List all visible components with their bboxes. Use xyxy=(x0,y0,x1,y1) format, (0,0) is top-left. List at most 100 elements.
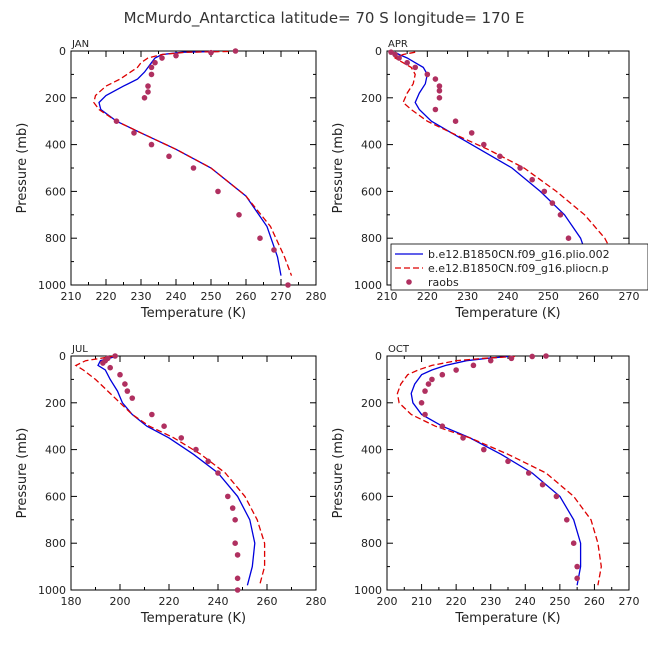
panel-label-apr: APR xyxy=(388,39,408,50)
y-tick-label-apr: 200 xyxy=(361,92,382,105)
series-group-jan xyxy=(93,48,293,288)
x-tick-label-oct: 240 xyxy=(515,595,536,608)
legend-entry-label: raobs xyxy=(428,276,459,289)
raobs-point-jan xyxy=(152,59,158,66)
model-solid-line-jan xyxy=(98,50,282,276)
x-axis-label-oct: Temperature (K) xyxy=(454,611,560,626)
x-tick-label-apr: 210 xyxy=(377,290,398,303)
raobs-point-jul xyxy=(178,435,185,441)
x-tick-label-jan: 260 xyxy=(236,290,257,303)
x-tick-label-jul: 180 xyxy=(61,595,82,608)
y-tick-label-oct: 400 xyxy=(361,444,382,457)
raobs-point-oct xyxy=(508,355,515,362)
x-tick-label-jan: 240 xyxy=(166,290,187,303)
raobs-point-jul xyxy=(193,446,199,453)
x-tick-label-oct: 220 xyxy=(446,595,467,608)
x-tick-label-jan: 220 xyxy=(96,290,117,303)
raobs-point-apr xyxy=(436,83,443,89)
legend-entry-label: b.e12.B1850CN.f09_g16.plio.002 xyxy=(428,248,610,261)
raobs-point-jan xyxy=(208,49,214,56)
raobs-point-oct xyxy=(422,411,428,418)
raobs-point-oct xyxy=(543,353,549,359)
y-tick-label-oct: 800 xyxy=(361,537,382,550)
raobs-point-apr xyxy=(432,106,439,113)
y-tick-label-jan: 200 xyxy=(45,92,66,105)
raobs-point-apr xyxy=(557,212,564,218)
x-tick-label-jul: 220 xyxy=(159,595,180,608)
raobs-point-oct xyxy=(429,376,435,383)
raobs-point-jul xyxy=(124,388,131,394)
panel-jan: JAN 210 220 230 240 250 260 270 280 0 200 400 600 800… xyxy=(15,39,327,321)
raobs-point-jan xyxy=(148,71,155,78)
raobs-point-jul xyxy=(234,575,241,582)
raobs-point-apr xyxy=(404,59,410,66)
raobs-point-apr xyxy=(517,165,523,171)
y-axis-label-apr: Pressure (mb) xyxy=(331,123,346,214)
panel-apr: APR 210 220 230 240 250 260 270 0 200 400 600 800 100… xyxy=(331,39,640,321)
raobs-point-jan xyxy=(145,89,151,95)
legend-box xyxy=(390,243,648,291)
y-tick-label-oct: 0 xyxy=(375,350,382,363)
y-tick-label-jul: 800 xyxy=(45,537,66,550)
panel-label-jul: JUL xyxy=(71,344,88,355)
raobs-point-oct xyxy=(422,388,428,394)
x-tick-label-apr: 240 xyxy=(498,290,519,303)
raobs-point-jul xyxy=(100,360,106,366)
x-tick-label-oct: 200 xyxy=(377,595,398,608)
x-tick-label-oct: 250 xyxy=(549,595,570,608)
panel-label-jan: JAN xyxy=(71,39,89,50)
raobs-point-jan xyxy=(190,165,197,171)
raobs-point-oct xyxy=(481,446,487,453)
x-tick-label-jan: 250 xyxy=(201,290,222,303)
x-tick-label-jul: 260 xyxy=(257,595,278,608)
raobs-point-jan xyxy=(232,48,239,54)
raobs-point-apr xyxy=(392,51,398,58)
raobs-point-jan xyxy=(131,130,137,136)
y-tick-label-jan: 0 xyxy=(59,45,66,58)
model-solid-line-apr xyxy=(394,51,594,276)
raobs-point-apr xyxy=(541,188,548,195)
raobs-point-jan xyxy=(173,52,179,59)
x-tick-label-jul: 240 xyxy=(208,595,229,608)
raobs-point-jan xyxy=(141,95,148,101)
x-tick-label-apr: 250 xyxy=(538,290,559,303)
x-tick-label-oct: 230 xyxy=(480,595,501,608)
y-tick-label-jul: 600 xyxy=(45,490,66,503)
raobs-point-oct xyxy=(539,481,546,488)
x-tick-label-jul: 200 xyxy=(110,595,131,608)
raobs-point-oct xyxy=(439,371,446,378)
raobs-point-oct xyxy=(553,493,560,500)
raobs-point-jul xyxy=(234,587,241,593)
raobs-point-jan xyxy=(166,153,172,160)
raobs-point-jul xyxy=(229,505,236,511)
x-tick-label-apr: 230 xyxy=(457,290,478,303)
y-tick-label-oct: 600 xyxy=(361,490,382,503)
y-tick-label-jul: 400 xyxy=(45,444,66,457)
raobs-point-oct xyxy=(563,517,570,523)
raobs-point-jan xyxy=(113,118,120,124)
panel-label-oct: OCT xyxy=(388,344,410,355)
y-tick-label-jul: 200 xyxy=(45,397,66,410)
raobs-point-oct xyxy=(418,400,425,406)
panel-jul: JUL 180 200 220 240 260 280 0 200 400 600 800 1000 Te… xyxy=(15,344,327,626)
y-tick-label-oct: 1000 xyxy=(354,584,382,597)
figure-title: McMurdo_Antarctica latitude= 70 S longit… xyxy=(124,9,525,28)
raobs-point-jan xyxy=(215,188,221,195)
raobs-point-jan xyxy=(148,64,155,71)
x-tick-label-apr: 270 xyxy=(619,290,640,303)
raobs-point-jan xyxy=(257,235,263,241)
raobs-point-jul xyxy=(129,395,136,401)
raobs-point-jul xyxy=(149,411,155,418)
raobs-point-apr xyxy=(424,71,431,78)
legend-entry-label: e.e12.B1850CN.f09_g16.pliocn.p xyxy=(428,262,609,275)
y-tick-label-apr: 0 xyxy=(375,45,382,58)
raobs-point-jul xyxy=(112,353,118,359)
model-dashed-line-apr xyxy=(393,51,626,276)
x-tick-label-jan: 270 xyxy=(271,290,292,303)
raobs-point-apr xyxy=(481,141,487,148)
legend: b.e12.B1850CN.f09_g16.plio.002e.e12.B185… xyxy=(390,243,648,291)
raobs-point-apr xyxy=(452,118,459,124)
x-axis-label-jan: Temperature (K) xyxy=(140,306,246,321)
y-tick-label-apr: 600 xyxy=(361,185,382,198)
y-axis-label-jul: Pressure (mb) xyxy=(15,428,30,519)
